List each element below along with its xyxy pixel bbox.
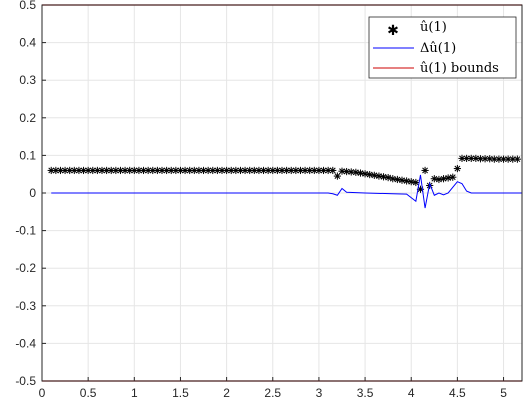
x-tick-label: 1 — [131, 386, 138, 400]
x-tick-label: 0 — [39, 386, 46, 400]
x-tick-label: 4.5 — [449, 386, 466, 400]
u1-asterisk-point — [495, 155, 503, 163]
x-tick-label: 5 — [500, 386, 507, 400]
u1-asterisk-point — [47, 166, 55, 175]
u1-asterisk-point — [439, 175, 448, 183]
legend-item-delta-u1: Δû(1) — [373, 41, 456, 56]
plot-frame — [41, 4, 523, 382]
y-tick-label: 0 — [29, 186, 36, 200]
u1-asterisk-point — [195, 166, 203, 175]
u1-asterisk-point — [407, 178, 415, 186]
u1-asterisk-point — [449, 173, 457, 181]
u1-asterisk-point — [430, 175, 438, 183]
u1-asterisk-point — [421, 166, 429, 175]
u1-asterisk-point — [315, 166, 323, 175]
u1-asterisk-point — [513, 155, 521, 163]
delta-u1-line — [51, 174, 522, 209]
u1-asterisk-point — [190, 166, 198, 175]
u1-asterisk-point — [370, 171, 378, 179]
x-tick-label: 4 — [408, 386, 415, 400]
u1-asterisk-point — [481, 155, 489, 163]
u1-asterisk-point — [329, 166, 337, 175]
y-tick-label: -0.5 — [15, 374, 36, 388]
u1-asterisk-point — [352, 168, 360, 176]
x-tick-label: 1.5 — [172, 386, 189, 400]
y-tick-label: -0.4 — [15, 336, 36, 350]
y-tick-label: 0.5 — [19, 0, 36, 12]
u1-asterisk-point — [361, 170, 369, 178]
u1-asterisk-point — [79, 166, 88, 175]
y-tick-label: 0.4 — [19, 36, 36, 50]
u1-asterisk-point — [255, 166, 263, 175]
u1-asterisk-point — [93, 166, 101, 175]
y-tick-label: -0.3 — [15, 299, 36, 313]
u1-asterisk-point — [398, 176, 406, 184]
u1-asterisk-point — [333, 172, 341, 180]
u1-asterisk-point — [163, 166, 171, 175]
u1-asterisk-point — [444, 174, 452, 182]
u1-asterisk-point — [403, 177, 411, 185]
u1-asterisk-point — [250, 166, 258, 175]
asterisk-marker-icon: ✱ — [387, 23, 399, 39]
u1-asterisk-point — [324, 166, 332, 175]
legend: ✱ û(1) Δû(1) û(1) bounds — [368, 16, 517, 79]
u1-asterisk-point — [393, 175, 401, 184]
u1-asterisk-point — [306, 166, 314, 175]
legend-label-delta-u1: Δû(1) — [420, 41, 456, 56]
u1-asterisk-point — [453, 164, 461, 173]
u1-asterisk-point — [379, 173, 388, 181]
legend-label-bounds: û(1) bounds — [420, 61, 499, 76]
u1-asterisk-point — [384, 173, 392, 182]
u1-asterisk-point — [204, 166, 212, 175]
legend-item-bounds: û(1) bounds — [373, 61, 499, 76]
y-tick-label: 0.1 — [19, 148, 36, 162]
x-tick-label: 3.5 — [357, 386, 374, 400]
x-tick-label: 2 — [223, 386, 230, 400]
u1-asterisk-point — [103, 166, 111, 175]
y-tick-label: -0.1 — [15, 224, 36, 238]
u1-asterisk-point — [375, 172, 383, 180]
u1-asterisk-point — [236, 166, 245, 175]
u1-asterisk-point — [458, 154, 466, 163]
x-tick-label: 0.5 — [80, 386, 97, 400]
u1-asterisk-point — [366, 170, 374, 179]
y-axis: -0.5 -0.4 -0.3 -0.2 -0.1 0 0.1 0.2 0.3 0.4 0.5 — [15, 0, 46, 388]
y-tick-label: 0.3 — [19, 73, 36, 87]
x-axis: 0 0.5 1 1.5 2 2.5 3 3.5 4 4.5 5 — [39, 377, 507, 400]
u1-asterisk-point — [167, 166, 175, 175]
series-layer — [42, 4, 522, 382]
u1-asterisk-point — [356, 169, 365, 177]
y-tick-label: 0.2 — [19, 111, 36, 125]
y-tick-label: -0.2 — [15, 261, 36, 275]
u1-asterisk-point — [126, 166, 134, 175]
legend-item-u1: ✱ û(1) — [387, 20, 447, 39]
u1-asterisk-point — [412, 178, 420, 187]
x-tick-label: 2.5 — [264, 386, 281, 400]
u1-asterisk-point — [389, 175, 397, 183]
u1-asterisk-point — [435, 175, 443, 184]
u1-asterisk-point — [153, 166, 161, 175]
x-tick-label: 3 — [316, 386, 323, 400]
u1-asterisk-point — [259, 166, 268, 175]
legend-label-u1: û(1) — [420, 20, 447, 35]
